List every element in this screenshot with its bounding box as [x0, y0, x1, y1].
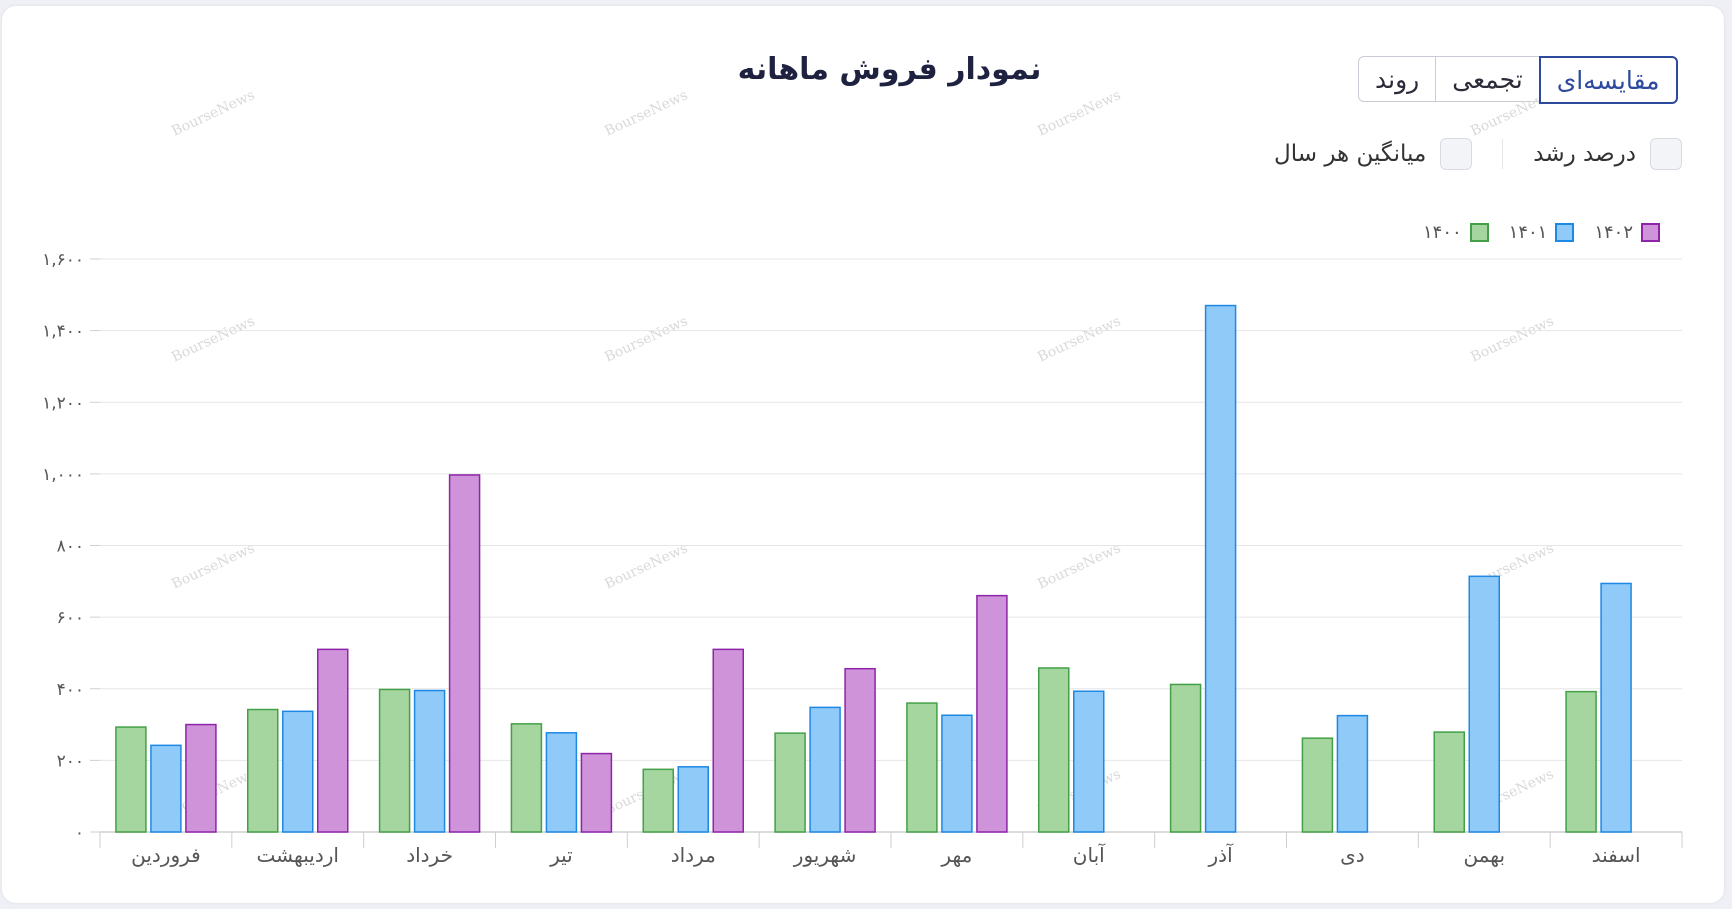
- yearly-average-label: میانگین هر سال: [1274, 141, 1427, 167]
- x-tick-label: شهریور: [793, 843, 857, 867]
- bar: [185, 723, 217, 833]
- tab-trend[interactable]: روند: [1358, 56, 1437, 102]
- bar: [941, 714, 973, 833]
- bar: [976, 594, 1008, 833]
- bar: [774, 732, 806, 833]
- legend-swatch-1402: [1641, 223, 1660, 242]
- bar: [1038, 667, 1070, 833]
- legend-item-1401[interactable]: ۱۴۰۱: [1509, 222, 1575, 243]
- x-tick-label: تیر: [549, 843, 573, 867]
- y-tick-label: ۶۰۰: [57, 608, 84, 628]
- legend-swatch-1400: [1469, 223, 1489, 242]
- bar: [906, 702, 938, 833]
- chart-title: نمودار فروش ماهانه: [737, 52, 1042, 87]
- legend-swatch-1401: [1555, 223, 1575, 242]
- y-tick-label: ۲۰۰: [57, 751, 84, 771]
- bar: [510, 723, 543, 833]
- growth-percent-checkbox[interactable]: [1650, 138, 1682, 170]
- x-tick-label: بهمن: [1463, 843, 1505, 867]
- chart-options: درصد رشد میانگین هر سال: [1274, 138, 1682, 170]
- chart-legend: ۱۴۰۲ ۱۴۰۱ ۱۴۰۰: [1403, 222, 1660, 243]
- bar: [1565, 690, 1597, 833]
- bar: [844, 667, 876, 833]
- legend-item-1402[interactable]: ۱۴۰۲: [1594, 222, 1660, 243]
- bar: [809, 706, 841, 833]
- x-tick-label: آبان: [1073, 842, 1106, 867]
- legend-label-1400: ۱۴۰۰: [1422, 222, 1462, 243]
- x-tick-label: فروردین: [131, 843, 201, 867]
- x-tick-label: خرداد: [406, 843, 453, 867]
- yearly-average-option[interactable]: میانگین هر سال: [1274, 138, 1473, 170]
- bar: [642, 768, 674, 833]
- options-divider: [1502, 139, 1504, 169]
- legend-item-1400[interactable]: ۱۴۰۰: [1423, 222, 1489, 243]
- bar: [150, 744, 182, 833]
- bar: [677, 766, 709, 833]
- bar: [545, 732, 578, 833]
- x-tick-label: اسفند: [1592, 843, 1641, 867]
- watermark-text: BourseNews: [1035, 540, 1123, 592]
- watermark-text: BourseNews: [1468, 313, 1556, 365]
- bar: [1600, 582, 1632, 833]
- x-tick-label: مهر: [940, 843, 972, 867]
- watermark-text: BourseNews: [602, 313, 690, 365]
- watermark-text: BourseNews: [169, 313, 257, 365]
- watermark-text: BourseNews: [602, 540, 690, 592]
- bar: [413, 689, 446, 833]
- bar: [1073, 690, 1105, 833]
- x-tick-label: اردیبهشت: [257, 843, 339, 867]
- y-tick-label: ۱,۴۰۰: [42, 322, 84, 342]
- watermark-text: BourseNews: [1035, 313, 1123, 365]
- x-tick-label: آذر: [1208, 842, 1235, 867]
- bar: [247, 708, 279, 833]
- bar: [1336, 714, 1369, 833]
- bar: [1301, 737, 1334, 833]
- bar: [712, 648, 744, 833]
- bar: [378, 688, 411, 833]
- x-tick-label: مرداد: [671, 843, 716, 867]
- y-tick-label: ۱,۰۰۰: [42, 465, 84, 485]
- y-tick-label: ۱,۶۰۰: [42, 250, 84, 270]
- bar: [448, 474, 481, 833]
- y-tick-label: ۰: [75, 823, 84, 843]
- y-tick-label: ۱,۲۰۰: [42, 393, 84, 413]
- bar: [282, 710, 314, 833]
- y-tick-label: ۴۰۰: [57, 680, 84, 700]
- bar: [580, 752, 613, 833]
- bar: [115, 726, 147, 833]
- legend-label-1401: ۱۴۰۱: [1508, 222, 1548, 243]
- view-mode-tabs: مقایسه‌ای تجمعی روند: [1358, 56, 1678, 104]
- yearly-average-checkbox[interactable]: [1440, 138, 1473, 170]
- bar: [1433, 731, 1465, 833]
- bar: [1468, 575, 1500, 833]
- bar: [317, 648, 349, 833]
- bar: [1204, 304, 1237, 833]
- growth-percent-label: درصد رشد: [1533, 141, 1636, 167]
- watermark-text: BourseNews: [169, 87, 257, 139]
- watermark-text: BourseNews: [169, 540, 257, 592]
- watermark-text: BourseNews: [602, 87, 690, 139]
- y-tick-label: ۸۰۰: [57, 537, 84, 557]
- legend-label-1402: ۱۴۰۲: [1594, 222, 1633, 243]
- bar: [1169, 683, 1202, 833]
- watermark-text: BourseNews: [1035, 87, 1123, 139]
- tab-comparative[interactable]: مقایسه‌ای: [1538, 56, 1678, 104]
- x-tick-label: دی: [1340, 843, 1365, 867]
- growth-percent-option[interactable]: درصد رشد: [1533, 138, 1682, 170]
